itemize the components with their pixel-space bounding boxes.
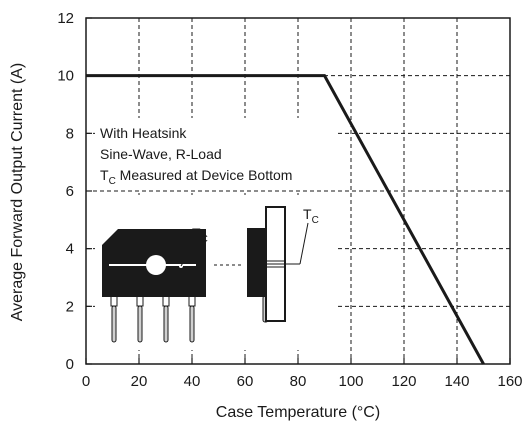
series-layer xyxy=(86,74,485,365)
x-tick-label: 0 xyxy=(82,373,90,390)
x-tick-label: 120 xyxy=(391,373,416,390)
tc-label-side: TC xyxy=(303,206,319,226)
annotation-heatsink: With Heatsink xyxy=(100,125,187,141)
annotation-measurement: TC Measured at Device Bottom xyxy=(100,167,292,187)
x-tick-label: 80 xyxy=(290,373,307,390)
y-tick-label: 6 xyxy=(66,183,74,200)
annotation-tc-subscript: C xyxy=(109,176,116,187)
y-axis-label: Average Forward Output Current (A) xyxy=(9,63,26,321)
x-axis-label: Case Temperature (°C) xyxy=(216,404,380,421)
y-tick-label: 0 xyxy=(66,356,74,373)
x-tick-label: 60 xyxy=(237,373,254,390)
x-tick-label: 20 xyxy=(131,373,148,390)
bridge-rectifier-front-view xyxy=(102,229,206,343)
x-tick-label: 160 xyxy=(497,373,522,390)
x-tick-label: 40 xyxy=(184,373,201,390)
annotation-load: Sine-Wave, R-Load xyxy=(100,146,222,162)
derating-curve xyxy=(86,74,485,365)
y-tick-label: 2 xyxy=(66,298,74,315)
bridge-rectifier-side-view xyxy=(247,206,309,323)
y-tick-label: 8 xyxy=(66,125,74,142)
tc-side-symbol: T xyxy=(303,206,312,222)
annotation-measurement-rest: Measured at Device Bottom xyxy=(116,167,293,183)
annotation-tc-symbol: T xyxy=(100,167,109,183)
axis-ticks: 0 20 40 60 80 100 120 140 160 0 2 4 6 8 10 12 xyxy=(57,10,522,390)
annotation-background xyxy=(95,118,335,190)
y-tick-label: 4 xyxy=(66,241,74,258)
x-tick-label: 100 xyxy=(338,373,363,390)
tc-side-subscript: C xyxy=(312,215,319,226)
tc-label-front: TC xyxy=(192,225,208,245)
x-tick-label: 140 xyxy=(444,373,469,390)
tc-front-symbol: T xyxy=(192,225,201,241)
tc-front-subscript: C xyxy=(201,234,208,245)
y-tick-label: 10 xyxy=(57,68,74,85)
y-tick-label: 12 xyxy=(57,10,74,27)
